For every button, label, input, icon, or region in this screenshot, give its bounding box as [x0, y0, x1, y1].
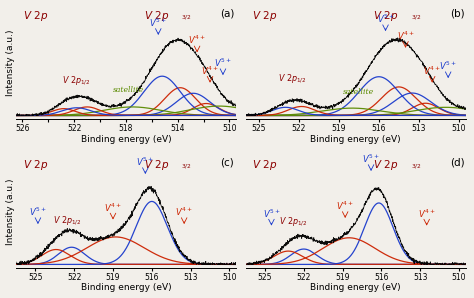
- X-axis label: Binding energy (eV): Binding energy (eV): [81, 283, 171, 292]
- Text: (b): (b): [450, 9, 465, 19]
- Text: $V^{4+}$: $V^{4+}$: [201, 64, 219, 77]
- Text: $V^{4+}$: $V^{4+}$: [188, 34, 206, 46]
- Text: $_{3/2}$: $_{3/2}$: [181, 162, 191, 172]
- Text: $V\ 2p_{1/2}$: $V\ 2p_{1/2}$: [54, 214, 82, 226]
- Text: $V^{4+}$: $V^{4+}$: [418, 207, 436, 220]
- Text: satellite: satellite: [113, 86, 144, 94]
- Text: $V^{5+}$: $V^{5+}$: [439, 60, 457, 72]
- Text: $V\ 2p_{1/2}$: $V\ 2p_{1/2}$: [278, 72, 307, 85]
- Text: $V^{5+}$: $V^{5+}$: [29, 206, 47, 218]
- Text: (a): (a): [220, 9, 235, 19]
- Text: $V^{5+}$: $V^{5+}$: [362, 153, 380, 165]
- Text: $V^{4+}$: $V^{4+}$: [397, 30, 414, 42]
- Text: $V\ 2p$: $V\ 2p$: [144, 9, 169, 23]
- Text: $V^{5+}$: $V^{5+}$: [263, 207, 280, 220]
- Text: $V\ 2p$: $V\ 2p$: [144, 158, 169, 172]
- Text: $V\ 2p_{1/2}$: $V\ 2p_{1/2}$: [279, 215, 308, 228]
- Text: $V\ 2p$: $V\ 2p$: [373, 158, 398, 172]
- Text: $V\ 2p_{1/2}$: $V\ 2p_{1/2}$: [63, 74, 91, 87]
- X-axis label: Binding energy (eV): Binding energy (eV): [310, 283, 401, 292]
- Text: $V\ 2p$: $V\ 2p$: [252, 158, 277, 172]
- Text: $V\ 2p$: $V\ 2p$: [373, 9, 398, 23]
- Text: $V^{4+}$: $V^{4+}$: [175, 206, 193, 218]
- Text: $V^{4+}$: $V^{4+}$: [337, 200, 354, 212]
- Text: satellite: satellite: [343, 88, 374, 96]
- X-axis label: Binding energy (eV): Binding energy (eV): [310, 134, 401, 144]
- Text: $V^{4+}$: $V^{4+}$: [423, 64, 441, 77]
- Text: $V\ 2p$: $V\ 2p$: [252, 9, 277, 23]
- Y-axis label: Intensity (a.u.): Intensity (a.u.): [6, 178, 15, 245]
- Text: (c): (c): [220, 158, 234, 168]
- Text: $V^{5+}$: $V^{5+}$: [149, 17, 167, 29]
- X-axis label: Binding energy (eV): Binding energy (eV): [81, 134, 171, 144]
- Text: $V^{5+}$: $V^{5+}$: [377, 13, 394, 25]
- Text: $_{3/2}$: $_{3/2}$: [410, 13, 421, 23]
- Text: $_{3/2}$: $_{3/2}$: [410, 162, 421, 172]
- Text: $V\ 2p$: $V\ 2p$: [23, 158, 48, 172]
- Y-axis label: Intensity (a.u.): Intensity (a.u.): [6, 29, 15, 96]
- Text: $V^{4+}$: $V^{4+}$: [104, 201, 122, 214]
- Text: $_{3/2}$: $_{3/2}$: [181, 13, 191, 23]
- Text: $V^{5+}$: $V^{5+}$: [214, 57, 232, 69]
- Text: $V^{5+}$: $V^{5+}$: [137, 156, 154, 168]
- Text: (d): (d): [450, 158, 465, 168]
- Text: $V\ 2p$: $V\ 2p$: [23, 9, 48, 23]
